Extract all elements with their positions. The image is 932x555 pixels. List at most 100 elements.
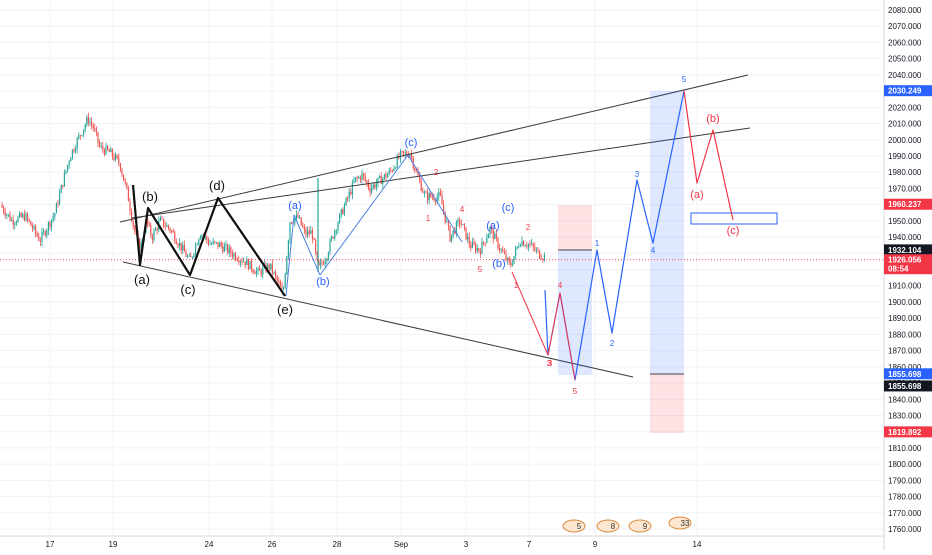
- event-icon: [562, 519, 586, 533]
- candle-body: [185, 251, 187, 257]
- candle-body: [529, 244, 531, 246]
- candle-body: [428, 193, 430, 201]
- candle-body: [249, 260, 251, 270]
- candle-body: [79, 135, 81, 137]
- candle-body: [129, 201, 131, 211]
- risk-zone-red: [558, 205, 592, 250]
- candle-body: [4, 211, 6, 216]
- candle-body: [262, 267, 264, 275]
- price-badge: [884, 198, 932, 210]
- candle-body: [425, 192, 427, 194]
- candle-body: [441, 195, 443, 205]
- trend-line: [119, 74, 749, 223]
- wave-label: 4: [460, 205, 465, 214]
- candle-body: [84, 124, 86, 130]
- candle-body: [204, 236, 206, 238]
- wave-label: (c): [502, 202, 515, 214]
- wave-label: (c): [180, 282, 195, 297]
- candle-body: [31, 225, 33, 229]
- candle-body: [108, 149, 110, 153]
- candle-body: [115, 155, 117, 160]
- candle-body: [38, 236, 40, 241]
- candle-body: [228, 247, 230, 253]
- candle-body: [57, 203, 59, 205]
- candle-body: [147, 218, 149, 225]
- candle-body: [126, 182, 128, 188]
- candle-body: [25, 213, 27, 221]
- y-tick-label: 1950.000: [888, 217, 922, 226]
- candle-body: [273, 272, 275, 274]
- candle-body: [321, 262, 323, 264]
- y-tick-label: 1760.000: [888, 525, 922, 534]
- wave-path-red-right: [683, 90, 734, 221]
- candle-body: [422, 190, 424, 193]
- candle-body: [97, 132, 99, 143]
- wave-label: (e): [277, 302, 293, 317]
- candle-body: [278, 280, 280, 283]
- candle-body: [193, 254, 195, 257]
- candle-body: [127, 187, 129, 202]
- price-badge: [884, 380, 932, 392]
- candle-body: [459, 220, 461, 224]
- candle-body: [535, 249, 537, 251]
- x-tick-label: 3: [464, 540, 469, 549]
- candle-body: [444, 211, 446, 222]
- price-badge-label: 1855.698: [888, 382, 922, 391]
- candle-body: [187, 256, 189, 258]
- candle-body: [403, 151, 405, 154]
- candle-body: [14, 223, 16, 225]
- candle-body: [103, 149, 105, 155]
- candle-body: [233, 253, 235, 257]
- candle-body: [396, 156, 398, 168]
- candle-body: [503, 251, 505, 254]
- candle-body: [294, 218, 296, 224]
- candle-body: [110, 149, 112, 153]
- candle-body: [140, 242, 142, 253]
- candle-body: [260, 270, 262, 275]
- candle-body: [230, 247, 232, 254]
- candle-body: [331, 236, 333, 241]
- candle-body: [388, 170, 390, 175]
- wave-label: 1: [514, 281, 519, 290]
- candle-body: [430, 193, 432, 197]
- candle-body: [87, 117, 89, 124]
- candle-body: [439, 192, 441, 196]
- price-badge-label: 1819.892: [888, 428, 922, 437]
- candle-body: [246, 259, 248, 266]
- candle-body: [315, 239, 317, 252]
- candle-body: [212, 241, 214, 244]
- candle-body: [28, 219, 30, 222]
- y-tick-label: 1910.000: [888, 282, 922, 291]
- candle-body: [231, 253, 233, 257]
- candle-body: [495, 233, 497, 238]
- wave-labels: (a)(b)(c)(d)(e)(a)(b)(c)(a)(b)(c)1234512…: [134, 75, 739, 396]
- price-badge-label: 08:54: [888, 265, 909, 274]
- candle-body: [367, 182, 369, 188]
- y-tick-label: 1890.000: [888, 314, 922, 323]
- y-tick-label: 1990.000: [888, 152, 922, 161]
- candle-body: [539, 250, 541, 259]
- candle-body: [167, 225, 169, 229]
- y-tick-label: 1810.000: [888, 444, 922, 453]
- candle-body: [500, 249, 502, 251]
- candle-body: [41, 232, 43, 242]
- candle-body: [217, 242, 219, 247]
- candle-body: [201, 235, 203, 237]
- candle-body: [337, 223, 339, 231]
- candle-body: [519, 245, 521, 247]
- wave-label: 5: [478, 265, 483, 274]
- candle-body: [243, 261, 245, 263]
- candle-body: [276, 276, 278, 281]
- y-tick-label: 1900.000: [888, 298, 922, 307]
- event-icon: [668, 516, 692, 530]
- candle-body: [436, 196, 438, 202]
- candle-body: [209, 243, 211, 245]
- candle-body: [95, 129, 97, 133]
- wave-label: (d): [209, 178, 225, 193]
- candle-body: [414, 167, 416, 171]
- candle-body: [423, 192, 425, 194]
- candle-body: [334, 230, 336, 239]
